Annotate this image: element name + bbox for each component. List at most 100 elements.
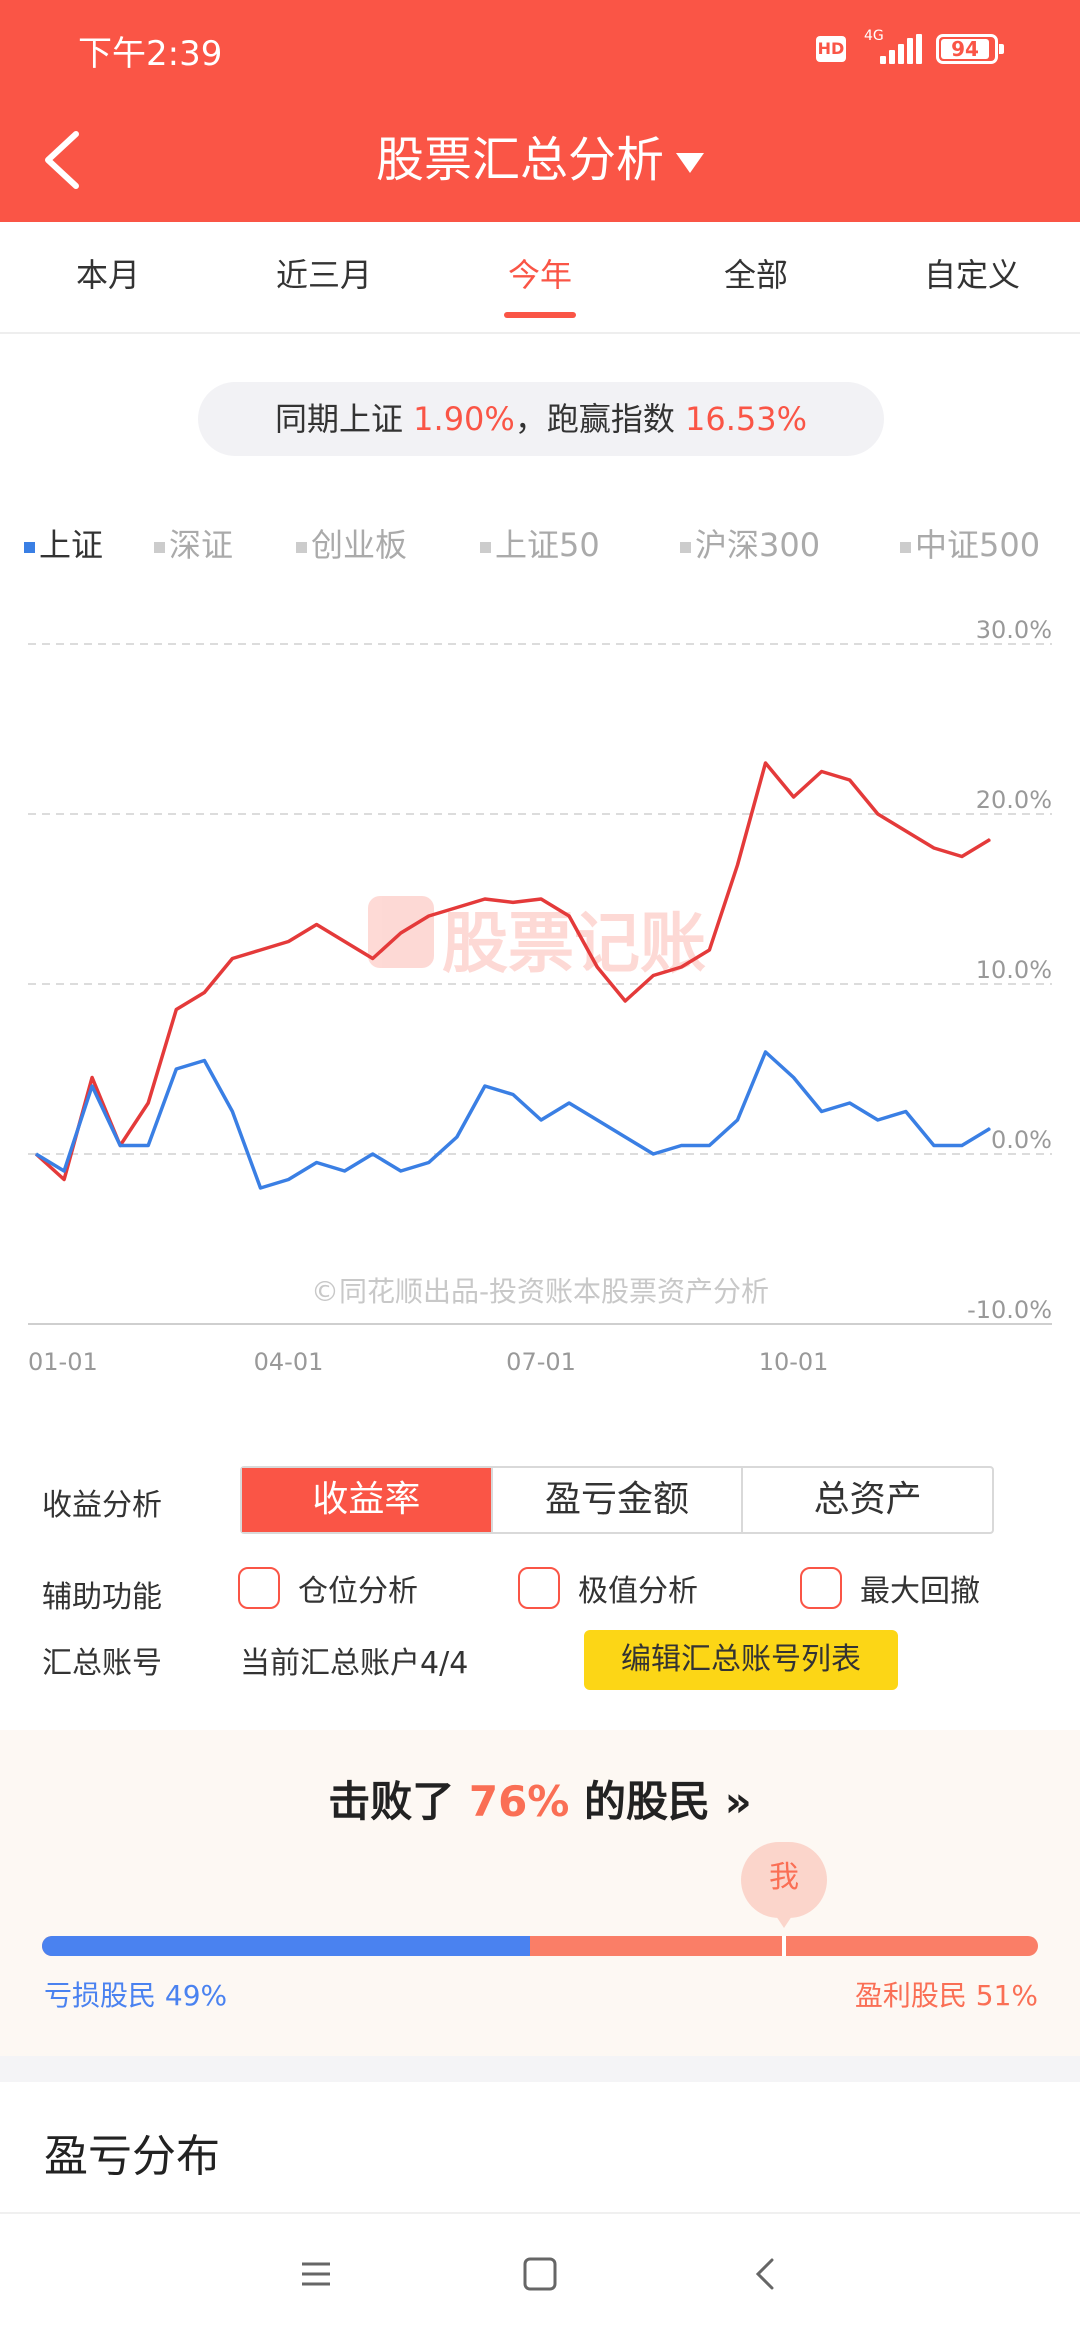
metric-tab-return-rate[interactable]: 收益率 xyxy=(242,1468,493,1532)
legend-swatch-icon xyxy=(680,541,691,553)
index-option-sse50[interactable]: 上证50 xyxy=(480,520,600,570)
portfolio-point xyxy=(989,839,991,840)
back-icon[interactable] xyxy=(736,2244,796,2304)
index-point xyxy=(231,1111,233,1112)
index-point xyxy=(765,1051,767,1053)
portfolio-point xyxy=(147,1102,149,1104)
summary-middle: ，跑赢指数 xyxy=(514,400,675,438)
tab-all[interactable]: 全部 xyxy=(723,256,788,294)
portfolio-point xyxy=(736,864,738,866)
tab-this-month[interactable]: 本月 xyxy=(75,256,140,294)
gain-investors-label: 盈利股民 51% xyxy=(855,1974,1038,2014)
benchmark-summary: 同期上证 1.90%，跑赢指数 16.53% xyxy=(198,382,884,456)
index-option-csi500[interactable]: 中证500 xyxy=(900,520,1040,570)
checkbox-position-analysis[interactable]: 仓位分析 xyxy=(238,1566,418,1610)
dropdown-caret-icon xyxy=(676,153,704,173)
index-point xyxy=(736,1119,738,1121)
checkbox-icon[interactable] xyxy=(238,1567,280,1609)
return-chart[interactable]: 股票记账 30.0% 20.0% 10.0% 0.0% -10.0% 01-01 04-01… xyxy=(0,600,1080,1380)
index-point xyxy=(203,1060,205,1061)
y-tick-label: 0.0% xyxy=(991,1126,1052,1154)
index-point xyxy=(652,1153,654,1155)
status-bar: 下午2:39 HD 4G 94 xyxy=(0,0,1080,100)
index-point xyxy=(428,1162,430,1163)
section-title: 盈亏分布 xyxy=(44,2131,220,2182)
x-tick-label: 04-01 xyxy=(254,1348,324,1376)
portfolio-point xyxy=(961,856,963,857)
portfolio-point xyxy=(821,771,823,772)
index-point xyxy=(877,1119,879,1121)
tab-this-year[interactable]: 今年 xyxy=(432,222,648,332)
loss-investors-label: 亏损股民 49% xyxy=(44,1974,227,2014)
checkbox-max-drawdown[interactable]: 最大回撤 xyxy=(800,1566,980,1610)
portfolio-line xyxy=(34,761,991,1182)
index-point xyxy=(175,1068,177,1070)
loss-label-text: 亏损股民 xyxy=(44,1979,157,2012)
checkbox-icon[interactable] xyxy=(800,1567,842,1609)
index-line xyxy=(35,1050,991,1190)
tab-custom[interactable]: 自定义 xyxy=(923,256,1020,294)
index-point xyxy=(456,1136,458,1138)
portfolio-point xyxy=(765,762,767,764)
home-icon[interactable] xyxy=(510,2244,570,2304)
ranking-card[interactable]: 击败了 76% 的股民 » 我 亏损股民 49% 盈利股民 51% xyxy=(0,1730,1080,2056)
index-point xyxy=(989,1128,991,1129)
my-position-tick xyxy=(782,1936,787,1956)
y-tick-label: 30.0% xyxy=(976,616,1052,644)
watermark: 股票记账 xyxy=(368,888,728,982)
account-label: 汇总账号 xyxy=(42,1646,162,1681)
ranking-headline: 击败了 76% 的股民 » xyxy=(0,1768,1080,1829)
index-point xyxy=(35,1153,37,1155)
metric-tab-profit-amount[interactable]: 盈亏金额 xyxy=(493,1468,744,1532)
portfolio-point xyxy=(344,941,346,942)
index-option-label: 深证 xyxy=(169,526,234,564)
index-option-shenzhen[interactable]: 深证 xyxy=(154,520,233,570)
index-return-value: 1.90% xyxy=(413,400,515,438)
index-option-chinext[interactable]: 创业板 xyxy=(296,520,407,570)
edit-accounts-button[interactable]: 编辑汇总账号列表 xyxy=(584,1630,898,1690)
x-tick-label: 01-01 xyxy=(28,1348,98,1376)
legend-swatch-icon xyxy=(24,541,35,553)
checkbox-label: 仓位分析 xyxy=(298,1574,418,1609)
checkbox-extreme-analysis[interactable]: 极值分析 xyxy=(518,1566,698,1610)
portfolio-point xyxy=(231,958,233,959)
index-point xyxy=(624,1136,626,1138)
metric-tab-total-assets[interactable]: 总资产 xyxy=(813,1479,922,1520)
checkbox-icon[interactable] xyxy=(518,1567,560,1609)
index-point xyxy=(63,1170,65,1172)
portfolio-point xyxy=(905,830,907,832)
portfolio-point xyxy=(540,898,542,900)
my-position-marker: 我 xyxy=(741,1842,828,1928)
portfolio-point xyxy=(203,992,205,993)
index-point xyxy=(708,1145,710,1146)
hd-voice-icon: HD xyxy=(816,36,846,62)
portfolio-point xyxy=(624,1000,626,1002)
chevron-right-icon[interactable]: » xyxy=(724,1777,752,1826)
index-point xyxy=(512,1094,514,1095)
portfolio-point xyxy=(400,932,402,934)
y-tick-label: 20.0% xyxy=(976,786,1052,814)
portfolio-point xyxy=(484,898,486,900)
page-title[interactable]: 股票汇总分析 xyxy=(0,120,1080,200)
system-nav-bar xyxy=(0,2212,1080,2340)
index-point xyxy=(905,1111,907,1112)
index-option-shanghai[interactable]: 上证 xyxy=(24,520,103,570)
legend-swatch-icon xyxy=(296,541,307,553)
app-bar: 股票汇总分析 xyxy=(0,100,1080,222)
index-option-label: 上证50 xyxy=(495,526,600,564)
tab-last-three-months[interactable]: 近三月 xyxy=(275,256,372,294)
portfolio-point xyxy=(428,915,430,917)
index-point xyxy=(288,1179,290,1180)
portfolio-point xyxy=(877,813,879,815)
menu-icon[interactable] xyxy=(286,2244,346,2304)
portfolio-point xyxy=(568,915,570,917)
status-time: 下午2:39 xyxy=(78,34,223,74)
copyright-text: ©同花顺出品-投资账本股票资产分析 xyxy=(310,1275,770,1308)
index-point xyxy=(849,1102,851,1104)
index-point xyxy=(540,1119,542,1121)
checkbox-label: 极值分析 xyxy=(578,1574,698,1609)
outperform-value: 16.53% xyxy=(685,400,808,438)
index-option-csi300[interactable]: 沪深300 xyxy=(680,520,820,570)
index-point xyxy=(596,1119,598,1121)
back-arrow-icon[interactable] xyxy=(36,120,96,200)
